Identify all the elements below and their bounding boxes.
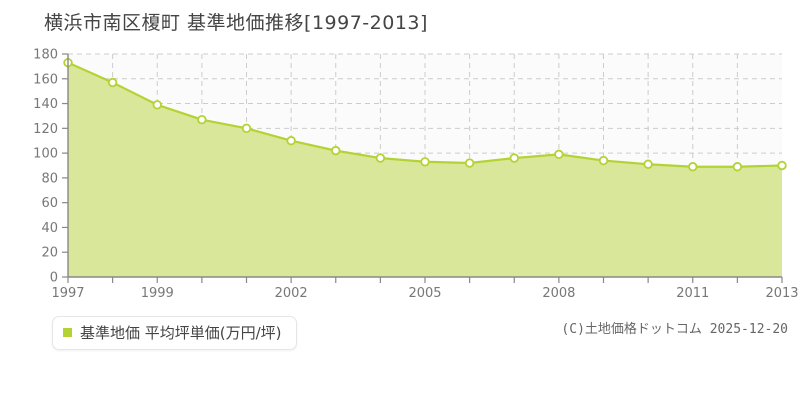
y-axis-tick-label: 80 [41, 171, 58, 186]
data-point[interactable] [777, 160, 787, 171]
x-axis-tick-label: 1997 [51, 286, 84, 301]
legend-label: 基準地価 平均坪単価(万円/坪) [80, 324, 282, 342]
data-point[interactable] [598, 155, 609, 166]
copyright-credit: (C)土地価格ドットコム 2025-12-20 [561, 322, 788, 337]
x-axis-ticks: 1997 1999 2002 2005 2008 2011 2013 [51, 277, 799, 301]
data-point[interactable] [554, 149, 564, 160]
data-point[interactable] [241, 123, 252, 134]
series-area-fill [68, 62, 782, 277]
y-axis-tick-label: 60 [41, 196, 58, 211]
y-axis-tick-label: 120 [33, 122, 58, 137]
data-point[interactable] [420, 157, 430, 167]
x-axis-tick-label: 2005 [408, 286, 441, 301]
y-axis-ticks: 0 20 40 60 80 100 120 140 160 180 [33, 48, 68, 286]
chart-title: 横浜市南区榎町 基準地価推移[1997-2013] [44, 12, 428, 34]
x-axis-tick-label: 1999 [141, 286, 174, 301]
data-point[interactable] [152, 100, 162, 110]
x-axis-tick-label: 2002 [275, 286, 308, 301]
x-axis-tick-label: 2013 [765, 286, 798, 301]
y-axis-tick-label: 160 [33, 72, 58, 87]
x-axis-tick-label: 2011 [676, 286, 709, 301]
data-point[interactable] [197, 114, 207, 125]
y-axis-tick-label: 20 [41, 246, 58, 261]
data-point[interactable] [643, 159, 653, 169]
y-axis-tick-label: 40 [41, 221, 58, 236]
y-axis-tick-label: 140 [33, 97, 58, 112]
y-axis-tick-label: 180 [33, 48, 58, 63]
data-point[interactable] [375, 153, 386, 163]
data-point[interactable] [509, 153, 519, 163]
y-axis-tick-label: 0 [50, 271, 58, 286]
data-point[interactable] [688, 162, 698, 172]
data-point[interactable] [107, 77, 118, 88]
chart-legend[interactable]: 基準地価 平均坪単価(万円/坪) [52, 316, 297, 350]
x-axis-tick-label: 2008 [542, 286, 575, 301]
data-point[interactable] [732, 162, 743, 172]
data-point[interactable] [286, 136, 296, 146]
area-fill-path [68, 62, 782, 277]
legend-swatch-icon [63, 328, 72, 337]
y-axis-tick-label: 100 [33, 147, 58, 162]
data-point[interactable] [331, 145, 341, 156]
data-point[interactable] [464, 158, 475, 168]
